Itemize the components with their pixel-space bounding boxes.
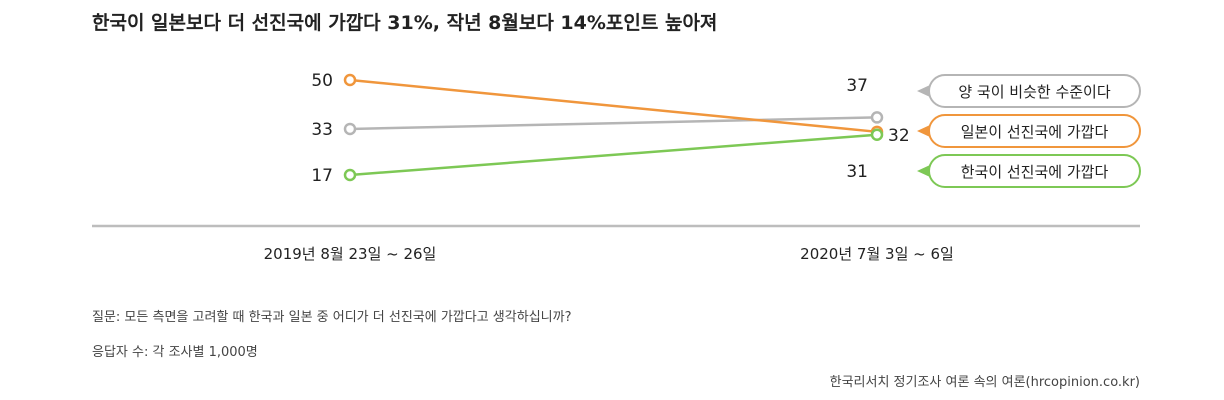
x-label-1: 2020년 7월 3일 ~ 6일 <box>800 245 954 263</box>
point-0-0 <box>343 122 357 136</box>
series-line-1 <box>349 78 878 134</box>
value-label-2-1: 31 <box>846 162 868 182</box>
legend-pointer-1 <box>917 125 930 137</box>
sample-note: 응답자 수: 각 조사별 1,000명 <box>92 345 258 360</box>
value-label-0-0: 33 <box>311 120 333 140</box>
legend-box-1 <box>928 114 1141 148</box>
point-2-0 <box>343 168 357 182</box>
legend-pointer-2 <box>917 165 930 177</box>
legend-box-0 <box>928 74 1141 108</box>
legend-pointer-0 <box>917 85 930 97</box>
value-label-2-0: 17 <box>311 166 333 186</box>
legend-label-2: 한국이 선진국에 가깝다 <box>961 163 1109 181</box>
point-2-1 <box>870 128 884 141</box>
x-axis-labels: 2019년 8월 23일 ~ 26일 2020년 7월 3일 ~ 6일 <box>264 245 954 263</box>
series-lines <box>343 73 884 182</box>
legend-item-2: 한국이 선진국에 가깝다 <box>917 154 1141 188</box>
point-1-0 <box>343 73 357 87</box>
legend-label-1: 일본이 선진국에 가깝다 <box>961 123 1109 141</box>
chart-title: 한국이 일본보다 더 선진국에 가깝다 31%, 작년 8월보다 14%포인트 … <box>92 12 717 34</box>
value-label-1-1: 32 <box>888 126 910 146</box>
legend-label-0: 양 국이 비슷한 수준이다 <box>958 83 1111 101</box>
legend-item-0: 양 국이 비슷한 수준이다 <box>917 74 1141 108</box>
series-line-0 <box>349 116 878 131</box>
value-label-0-1: 37 <box>846 76 868 96</box>
question-note: 질문: 모든 측면을 고려할 때 한국과 일본 중 어디가 더 선진국에 가깝다… <box>92 310 571 325</box>
legend-item-1: 일본이 선진국에 가깝다 <box>917 114 1141 148</box>
value-labels: 33 50 17 37 32 31 <box>311 71 909 186</box>
source-note: 한국리서치 정기조사 여론 속의 여론(hrcopinion.co.kr) <box>830 375 1140 390</box>
series-line-2 <box>349 133 878 177</box>
value-label-1-0: 50 <box>311 71 333 91</box>
legend-box-2 <box>928 154 1141 188</box>
x-label-0: 2019년 8월 23일 ~ 26일 <box>264 245 437 263</box>
point-0-1 <box>870 111 884 124</box>
